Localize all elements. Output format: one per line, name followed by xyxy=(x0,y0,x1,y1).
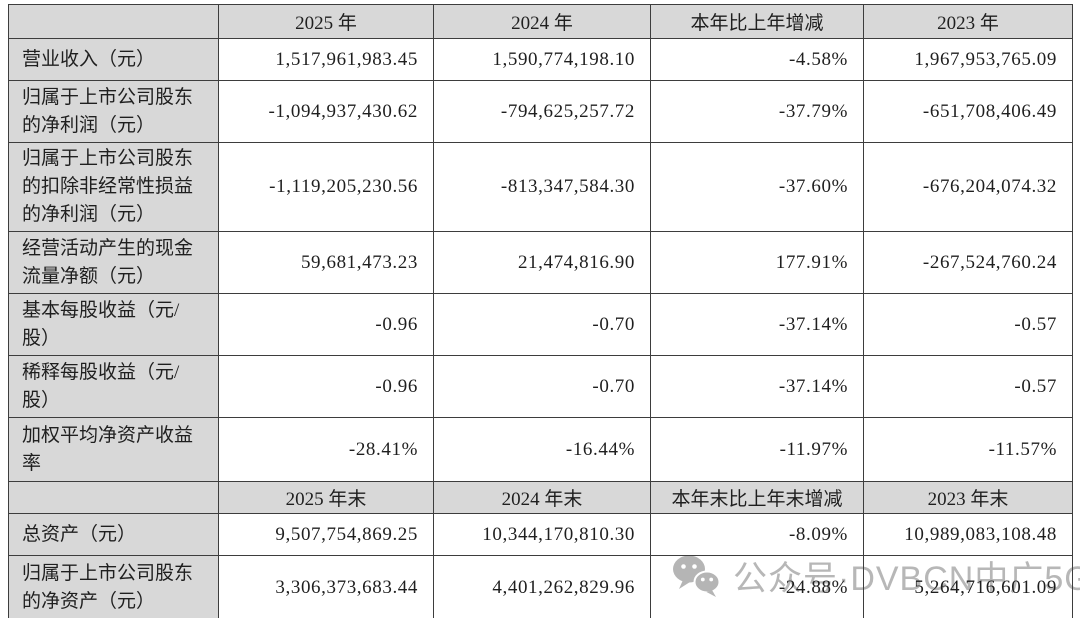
value-cell: -28.41% xyxy=(218,417,434,482)
table-row-total-assets: 总资产（元） 9,507,754,869.25 10,344,170,810.3… xyxy=(8,513,1073,556)
col-header-yoy-end-change: 本年末比上年末增减 xyxy=(650,481,864,514)
value-cell: 3,306,373,683.44 xyxy=(218,555,434,618)
col-header-2023: 2023 年 xyxy=(863,4,1073,39)
corner-cell xyxy=(8,4,219,39)
value-cell: 1,967,953,765.09 xyxy=(863,38,1073,81)
row-label: 稀释每股收益（元/股） xyxy=(8,355,219,418)
col-header-2024-end: 2024 年末 xyxy=(433,481,651,514)
value-cell: 1,517,961,983.45 xyxy=(218,38,434,81)
col-header-2023-end: 2023 年末 xyxy=(863,481,1073,514)
value-cell: -37.14% xyxy=(650,293,864,356)
value-cell: -1,094,937,430.62 xyxy=(218,80,434,143)
header-row-annual: 2025 年 2024 年 本年比上年增减 2023 年 xyxy=(8,4,1073,39)
value-cell: 177.91% xyxy=(650,231,864,294)
value-cell: -16.44% xyxy=(433,417,651,482)
row-label: 总资产（元） xyxy=(8,513,219,556)
table-row-net-profit-excl-nonrecurring: 归属于上市公司股东的扣除非经常性损益的净利润（元） -1,119,205,230… xyxy=(8,142,1073,232)
value-cell: -0.70 xyxy=(433,293,651,356)
col-header-2024: 2024 年 xyxy=(433,4,651,39)
value-cell: -676,204,074.32 xyxy=(863,142,1073,232)
value-cell: -37.14% xyxy=(650,355,864,418)
value-cell: -651,708,406.49 xyxy=(863,80,1073,143)
value-cell: -0.57 xyxy=(863,293,1073,356)
value-cell: 5,264,716,601.09 xyxy=(863,555,1073,618)
value-cell: -813,347,584.30 xyxy=(433,142,651,232)
value-cell: 10,344,170,810.30 xyxy=(433,513,651,556)
value-cell: -11.57% xyxy=(863,417,1073,482)
value-cell: -267,524,760.24 xyxy=(863,231,1073,294)
row-label: 归属于上市公司股东的净资产（元） xyxy=(8,555,219,618)
table-row-net-assets: 归属于上市公司股东的净资产（元） 3,306,373,683.44 4,401,… xyxy=(8,555,1073,618)
value-cell: -37.60% xyxy=(650,142,864,232)
header-row-period-end: 2025 年末 2024 年末 本年末比上年末增减 2023 年末 xyxy=(8,481,1073,514)
row-label: 归属于上市公司股东的扣除非经常性损益的净利润（元） xyxy=(8,142,219,232)
row-label: 经营活动产生的现金流量净额（元） xyxy=(8,231,219,294)
value-cell: -0.57 xyxy=(863,355,1073,418)
table-row-net-profit: 归属于上市公司股东的净利润（元） -1,094,937,430.62 -794,… xyxy=(8,80,1073,143)
value-cell: -1,119,205,230.56 xyxy=(218,142,434,232)
value-cell: -24.88% xyxy=(650,555,864,618)
value-cell: 1,590,774,198.10 xyxy=(433,38,651,81)
value-cell: 10,989,083,108.48 xyxy=(863,513,1073,556)
value-cell: -794,625,257.72 xyxy=(433,80,651,143)
table-row-diluted-eps: 稀释每股收益（元/股） -0.96 -0.70 -37.14% -0.57 xyxy=(8,355,1073,418)
table-row-weighted-avg-roe: 加权平均净资产收益率 -28.41% -16.44% -11.97% -11.5… xyxy=(8,417,1073,482)
col-header-2025: 2025 年 xyxy=(218,4,434,39)
row-label: 基本每股收益（元/股） xyxy=(8,293,219,356)
financial-summary-table: 2025 年 2024 年 本年比上年增减 2023 年 营业收入（元） 1,5… xyxy=(8,4,1073,618)
row-label: 归属于上市公司股东的净利润（元） xyxy=(8,80,219,143)
row-label: 加权平均净资产收益率 xyxy=(8,417,219,482)
col-header-yoy-change: 本年比上年增减 xyxy=(650,4,864,39)
value-cell: 4,401,262,829.96 xyxy=(433,555,651,618)
value-cell: -0.70 xyxy=(433,355,651,418)
value-cell: -8.09% xyxy=(650,513,864,556)
value-cell: -0.96 xyxy=(218,355,434,418)
table-row-operating-cash-flow: 经营活动产生的现金流量净额（元） 59,681,473.23 21,474,81… xyxy=(8,231,1073,294)
value-cell: -37.79% xyxy=(650,80,864,143)
value-cell: -0.96 xyxy=(218,293,434,356)
table-row-revenue: 营业收入（元） 1,517,961,983.45 1,590,774,198.1… xyxy=(8,38,1073,81)
col-header-2025-end: 2025 年末 xyxy=(218,481,434,514)
value-cell: 9,507,754,869.25 xyxy=(218,513,434,556)
corner-cell xyxy=(8,481,219,514)
value-cell: -11.97% xyxy=(650,417,864,482)
row-label: 营业收入（元） xyxy=(8,38,219,81)
value-cell: 59,681,473.23 xyxy=(218,231,434,294)
value-cell: 21,474,816.90 xyxy=(433,231,651,294)
value-cell: -4.58% xyxy=(650,38,864,81)
table-row-basic-eps: 基本每股收益（元/股） -0.96 -0.70 -37.14% -0.57 xyxy=(8,293,1073,356)
